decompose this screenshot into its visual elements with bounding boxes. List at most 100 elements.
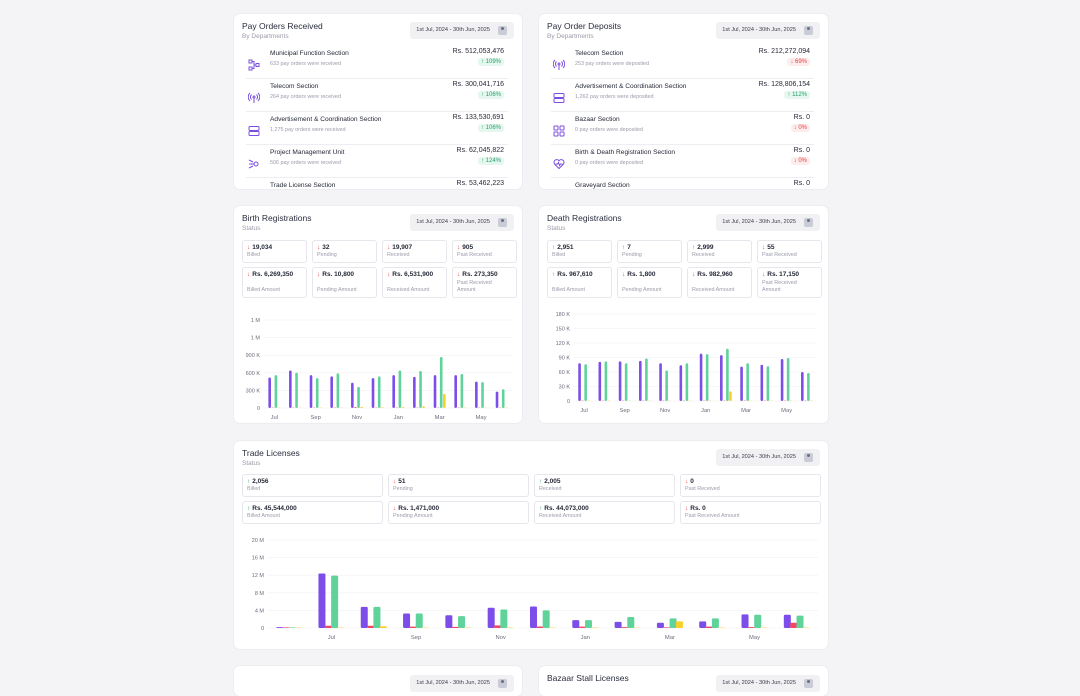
bar-received[interactable]: [458, 616, 465, 628]
bar-received[interactable]: [754, 615, 761, 628]
bar-billed[interactable]: [740, 367, 743, 401]
bar-billed[interactable]: [318, 573, 325, 628]
bar-received[interactable]: [275, 375, 278, 408]
bar-received[interactable]: [797, 616, 804, 628]
bar-past[interactable]: [729, 391, 732, 401]
bar-past[interactable]: [360, 407, 363, 408]
bar-billed[interactable]: [680, 365, 683, 401]
date-range-button[interactable]: 1st Jul, 2024 - 30th Jun, 2025: [716, 214, 820, 231]
bar-billed[interactable]: [413, 377, 416, 408]
bar-billed[interactable]: [530, 606, 537, 628]
bar-billed[interactable]: [454, 375, 457, 408]
date-range-button[interactable]: 1st Jul, 2024 - 30th Jun, 2025: [716, 449, 820, 466]
bar-received[interactable]: [746, 363, 749, 401]
bar-billed[interactable]: [657, 623, 664, 628]
bar-received[interactable]: [665, 371, 668, 401]
bar-billed[interactable]: [615, 622, 622, 628]
bar-past[interactable]: [676, 621, 683, 628]
bar-billed[interactable]: [351, 383, 354, 408]
bar-billed[interactable]: [496, 392, 499, 408]
date-range-button[interactable]: 1st Jul, 2024 - 30th Jun, 2025: [410, 675, 514, 692]
bar-pending[interactable]: [494, 625, 501, 628]
bar-billed[interactable]: [720, 355, 723, 401]
bar-past[interactable]: [422, 406, 425, 408]
bar-billed[interactable]: [639, 361, 642, 401]
bar-received[interactable]: [787, 358, 790, 401]
bar-billed[interactable]: [572, 620, 579, 628]
bar-pending[interactable]: [409, 627, 416, 628]
bar-pending[interactable]: [282, 627, 289, 628]
date-range-button[interactable]: 1st Jul, 2024 - 30th Jun, 2025: [410, 214, 514, 231]
bar-billed[interactable]: [578, 363, 581, 401]
date-range-button[interactable]: 1st Jul, 2024 - 30th Jun, 2025: [410, 22, 514, 39]
bar-billed[interactable]: [801, 372, 804, 401]
bar-received[interactable]: [419, 371, 422, 408]
bar-received[interactable]: [625, 363, 628, 401]
date-range-button[interactable]: 1st Jul, 2024 - 30th Jun, 2025: [716, 22, 820, 39]
bar-received[interactable]: [686, 363, 689, 401]
bar-pending[interactable]: [325, 626, 332, 628]
bar-pending[interactable]: [790, 623, 797, 628]
date-range-button[interactable]: 1st Jul, 2024 - 30th Jun, 2025: [716, 675, 820, 692]
bar-billed[interactable]: [699, 621, 706, 628]
bar-received[interactable]: [584, 364, 587, 401]
bar-received[interactable]: [337, 373, 340, 408]
bar-billed[interactable]: [599, 362, 602, 401]
bar-received[interactable]: [331, 576, 338, 628]
bar-billed[interactable]: [445, 615, 452, 628]
bar-received[interactable]: [500, 610, 507, 628]
bar-billed[interactable]: [310, 375, 313, 408]
bar-received[interactable]: [378, 376, 381, 408]
bar-received[interactable]: [481, 382, 484, 408]
bar-received[interactable]: [440, 357, 443, 408]
bar-received[interactable]: [399, 370, 402, 408]
bar-received[interactable]: [627, 617, 634, 628]
bar-received[interactable]: [712, 618, 719, 628]
bar-billed[interactable]: [475, 382, 478, 408]
bar-received[interactable]: [502, 389, 505, 408]
bar-received[interactable]: [295, 373, 298, 408]
bar-received[interactable]: [670, 618, 677, 628]
bar-pending[interactable]: [452, 627, 459, 628]
bar-received[interactable]: [373, 607, 380, 628]
bar-billed[interactable]: [289, 370, 292, 408]
bar-billed[interactable]: [761, 365, 764, 401]
bar-received[interactable]: [461, 374, 464, 408]
bar-billed[interactable]: [403, 613, 410, 628]
bar-received[interactable]: [585, 620, 592, 628]
bar-billed[interactable]: [268, 377, 271, 408]
bar-received[interactable]: [706, 354, 709, 401]
bar-pending[interactable]: [621, 627, 628, 628]
bar-pending[interactable]: [748, 627, 755, 628]
bar-past[interactable]: [443, 394, 446, 408]
bar-received[interactable]: [605, 361, 608, 401]
bar-pending[interactable]: [706, 627, 713, 628]
bar-received[interactable]: [543, 610, 550, 628]
bar-received[interactable]: [807, 373, 810, 401]
bar-billed[interactable]: [619, 361, 622, 401]
bar-past[interactable]: [381, 407, 384, 408]
bar-received[interactable]: [357, 387, 360, 408]
bar-billed[interactable]: [784, 615, 791, 628]
bar-pending[interactable]: [367, 626, 374, 628]
bar-pending[interactable]: [536, 626, 543, 628]
bar-billed[interactable]: [330, 376, 333, 408]
bar-billed[interactable]: [372, 378, 375, 408]
bar-billed[interactable]: [434, 375, 437, 408]
bar-pending[interactable]: [579, 627, 586, 628]
bar-billed[interactable]: [659, 363, 662, 401]
bar-billed[interactable]: [781, 359, 784, 401]
bar-pending[interactable]: [663, 627, 670, 628]
bar-billed[interactable]: [700, 354, 703, 401]
bar-past[interactable]: [402, 407, 405, 408]
bar-billed[interactable]: [392, 375, 395, 408]
bar-billed[interactable]: [742, 614, 749, 628]
